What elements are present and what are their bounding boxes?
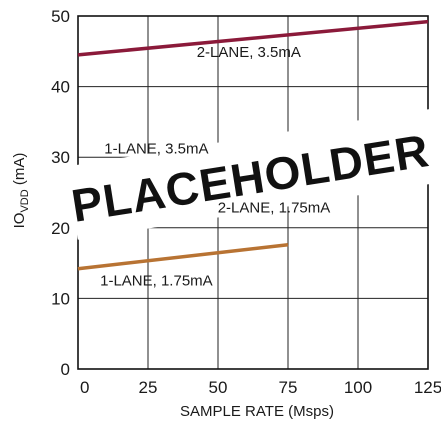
y-axis-label-subscript: VDD [19,189,31,212]
y-tick-label: 30 [51,148,70,167]
y-axis-label-main: IO [11,213,28,229]
y-tick-label: 0 [61,360,70,379]
y-tick-label: 50 [51,7,70,26]
y-tick-label: 10 [51,289,70,308]
y-tick-label: 40 [51,78,70,97]
watermark: PLACEHOLDER [66,108,441,240]
series-line-3 [77,243,289,271]
x-tick-label: 25 [139,378,158,397]
y-tick-label: 20 [51,219,70,238]
annotations: 2-LANE, 3.5mA 1-LANE, 3.5mA 2-LANE, 1.75mA… [100,44,330,290]
x-axis-label: SAMPLE RATE (Msps) [180,403,334,420]
y-axis-label: IOVDD (mA) [11,153,31,229]
x-tick-label: 50 [209,378,228,397]
series-label-1: 1-LANE, 3.5mA [104,141,208,158]
x-tick-label: 125 [414,378,441,397]
x-tick-label: 100 [344,378,372,397]
series-label-3: 1-LANE, 1.75mA [100,273,213,290]
watermark-background [66,108,441,240]
series-line-0 [77,19,429,57]
x-tick-label: 0 [80,378,89,397]
series-label-0: 2-LANE, 3.5mA [197,44,301,61]
series-label-2: 2-LANE, 1.75mA [218,199,331,216]
y-axis-label-unit: (mA) [11,153,28,190]
watermark-band: PLACEHOLDER [66,108,441,240]
x-tick-label: 75 [279,378,298,397]
tick-labels: 0 25 50 75 100 125 0 10 20 30 40 50 [51,7,441,397]
